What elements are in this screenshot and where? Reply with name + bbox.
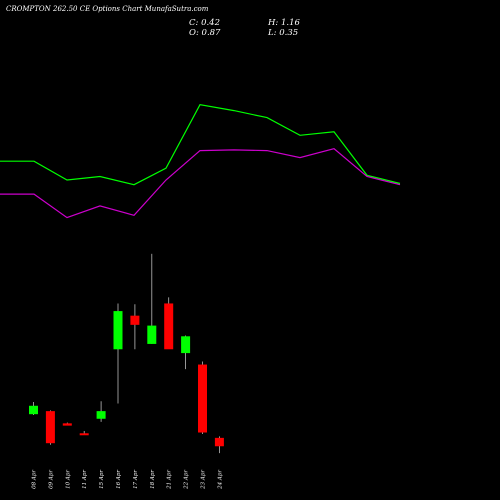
candles-layer: [29, 253, 224, 454]
candle-body-down: [62, 423, 72, 426]
candle: [147, 253, 157, 344]
candle-body-up: [181, 336, 191, 354]
candle-body-up: [96, 411, 106, 419]
candle: [45, 410, 55, 445]
x-tick-label: 15 Apr: [99, 470, 105, 489]
candle: [62, 422, 72, 426]
candle: [164, 297, 174, 350]
candle: [214, 436, 224, 454]
x-tick-label: 10 Apr: [65, 470, 71, 489]
x-tick-label: 24 Apr: [217, 470, 223, 490]
open-value: O: 0.87: [189, 28, 221, 38]
candle: [181, 335, 191, 370]
x-tick-label: 16 Apr: [116, 470, 122, 489]
candle-body-down: [45, 411, 55, 444]
candle: [198, 361, 207, 435]
candle-body-down: [164, 303, 174, 350]
candle: [79, 430, 89, 436]
chart-title: CROMPTON 262.50 CE Options Chart MunafaS…: [6, 5, 209, 13]
x-tick-label: 17 Apr: [133, 470, 139, 489]
x-tick-label: 11 Apr: [82, 470, 88, 489]
bands-layer: [0, 104, 401, 219]
x-tick-label: 09 Apr: [48, 470, 54, 489]
candle-body-up: [29, 405, 38, 415]
candle-body-up: [147, 325, 157, 344]
upper-band-line: [0, 104, 401, 186]
candle: [29, 401, 38, 415]
candle-body-down: [214, 437, 224, 447]
x-tick-label: 08 Apr: [32, 470, 38, 489]
x-tick-label: 21 Apr: [167, 470, 173, 490]
x-tick-label: 18 Apr: [150, 470, 156, 489]
candle: [130, 304, 140, 350]
high-value: H: 1.16: [268, 18, 300, 28]
candle-body-down: [130, 315, 140, 325]
x-tick-label: 22 Apr: [184, 470, 190, 490]
close-value: C: 0.42: [189, 18, 220, 28]
low-value: L: 0.35: [268, 28, 299, 38]
x-axis-ticks: 08 Apr 09 Apr 10 Apr 11 Apr 15 Apr 16 Apr 17 A…: [32, 470, 224, 490]
candle-body-down: [198, 364, 207, 433]
candle-body-up: [113, 311, 123, 350]
x-tick-label: 23 Apr: [201, 470, 207, 490]
candle: [113, 303, 123, 404]
candle-body-down: [79, 433, 89, 436]
candle: [96, 401, 106, 422]
lower-band-line: [0, 148, 401, 219]
